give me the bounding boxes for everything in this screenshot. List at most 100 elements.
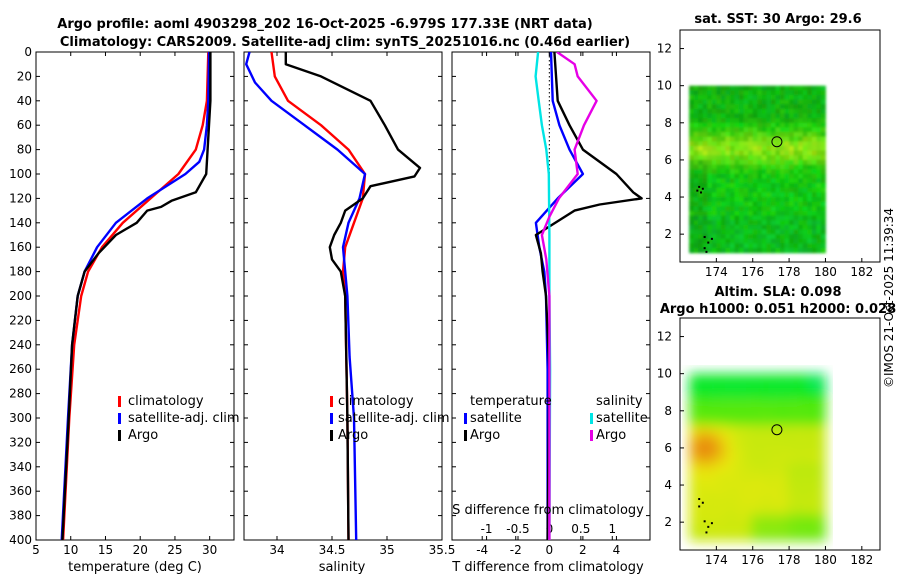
sla-cell — [738, 489, 746, 497]
sst-cell — [798, 146, 804, 152]
sla-cell — [769, 393, 777, 400]
sst-cell — [702, 113, 708, 119]
sst-cell — [707, 141, 713, 147]
sst-cell — [811, 85, 817, 91]
sst-cell — [802, 122, 808, 128]
sla-cell — [707, 527, 715, 535]
sst-cell — [752, 192, 758, 198]
sla-cell — [695, 534, 702, 542]
sst-cell — [743, 155, 749, 161]
legend-sal-satellite: satellite — [596, 411, 648, 426]
sla-cell — [713, 470, 721, 477]
sla-cell — [695, 444, 702, 452]
sst-cell — [698, 243, 704, 249]
sla-cell — [732, 380, 740, 387]
sla-cell — [744, 393, 752, 400]
sst-cell — [770, 95, 776, 101]
sst-cell — [698, 197, 704, 203]
sla-cell — [695, 489, 702, 497]
sst-cell — [761, 164, 767, 170]
sla-cell — [738, 450, 746, 458]
sst-cell — [693, 122, 699, 128]
sst-cell — [720, 118, 726, 124]
sla-cell — [744, 380, 752, 387]
sla-cell — [806, 386, 814, 394]
sst-cell — [730, 132, 735, 138]
sla-cell — [751, 521, 758, 529]
lon-tick-label: 174 — [705, 553, 728, 567]
sst-cell — [748, 136, 754, 142]
sst-cell — [802, 169, 808, 175]
sst-cell — [789, 104, 795, 110]
sla-cell — [819, 444, 826, 452]
sst-cell — [711, 243, 717, 249]
sst-cell — [707, 220, 713, 226]
sst-cell — [752, 173, 758, 179]
sla-cell — [775, 489, 783, 497]
sla-cell — [689, 470, 696, 477]
sla-cell — [713, 515, 721, 522]
sst-cell — [811, 95, 817, 101]
sst-cell — [739, 211, 745, 217]
sst-cell — [775, 141, 781, 147]
sst-cell — [789, 197, 795, 203]
sla-cell — [695, 425, 702, 432]
sst-cell — [752, 95, 758, 101]
sst-cell — [793, 248, 799, 254]
sla-cell — [720, 508, 727, 516]
sst-cell — [780, 220, 785, 226]
sla-cell — [701, 489, 709, 497]
sla-cell — [720, 515, 727, 522]
legend-temperature-heading: temperature — [470, 394, 552, 409]
sla-cell — [757, 373, 764, 381]
sst-heatmap-field — [689, 85, 826, 254]
sst-cell — [748, 155, 754, 161]
sst-cell — [798, 150, 804, 156]
sla-cell — [806, 482, 814, 490]
sst-cell — [780, 248, 785, 254]
sst-cell — [798, 211, 804, 217]
sst-cell — [789, 122, 795, 128]
sla-cell — [794, 457, 802, 465]
sst-cell — [802, 206, 808, 212]
sla-cell — [775, 373, 783, 381]
salinity-difference-label: S difference from climatology — [452, 503, 644, 518]
sst-cell — [816, 155, 822, 161]
sst-cell — [693, 224, 699, 230]
sla-cell — [782, 405, 789, 413]
x-tick-label: 30 — [202, 543, 217, 557]
lat-tick-label: 10 — [657, 367, 672, 381]
sst-cell — [748, 215, 754, 221]
sst-cell — [739, 220, 745, 226]
sst-cell — [802, 173, 808, 179]
depth-tick-label: 0 — [24, 45, 32, 59]
sst-cell — [689, 229, 695, 235]
sst-cell — [707, 248, 713, 254]
sst-cell — [734, 243, 740, 249]
salinity-legend: climatology satellite-adj. clim Argo — [330, 394, 450, 443]
sla-cell — [726, 463, 733, 471]
sst-cell — [739, 201, 745, 207]
sst-cell — [793, 159, 799, 165]
sst-cell — [780, 132, 785, 138]
sst-cell — [816, 108, 822, 114]
sst-cell — [725, 224, 731, 230]
sst-cell — [793, 155, 799, 161]
sst-cell — [811, 173, 817, 179]
sst-cell — [770, 150, 776, 156]
sst-cell — [807, 85, 813, 91]
sst-cell — [757, 234, 763, 240]
sst-cell — [793, 113, 799, 119]
sst-cell — [757, 238, 763, 244]
sst-cell — [793, 206, 799, 212]
sla-cell — [720, 470, 727, 477]
sla-cell — [769, 502, 777, 510]
sst-cell — [743, 248, 749, 254]
sst-cell — [811, 201, 817, 207]
sla-cell — [763, 418, 771, 426]
sla-cell — [751, 393, 758, 400]
sla-cell — [738, 508, 746, 516]
sst-cell — [725, 192, 731, 198]
sst-cell — [793, 150, 799, 156]
sla-cell — [713, 476, 721, 484]
